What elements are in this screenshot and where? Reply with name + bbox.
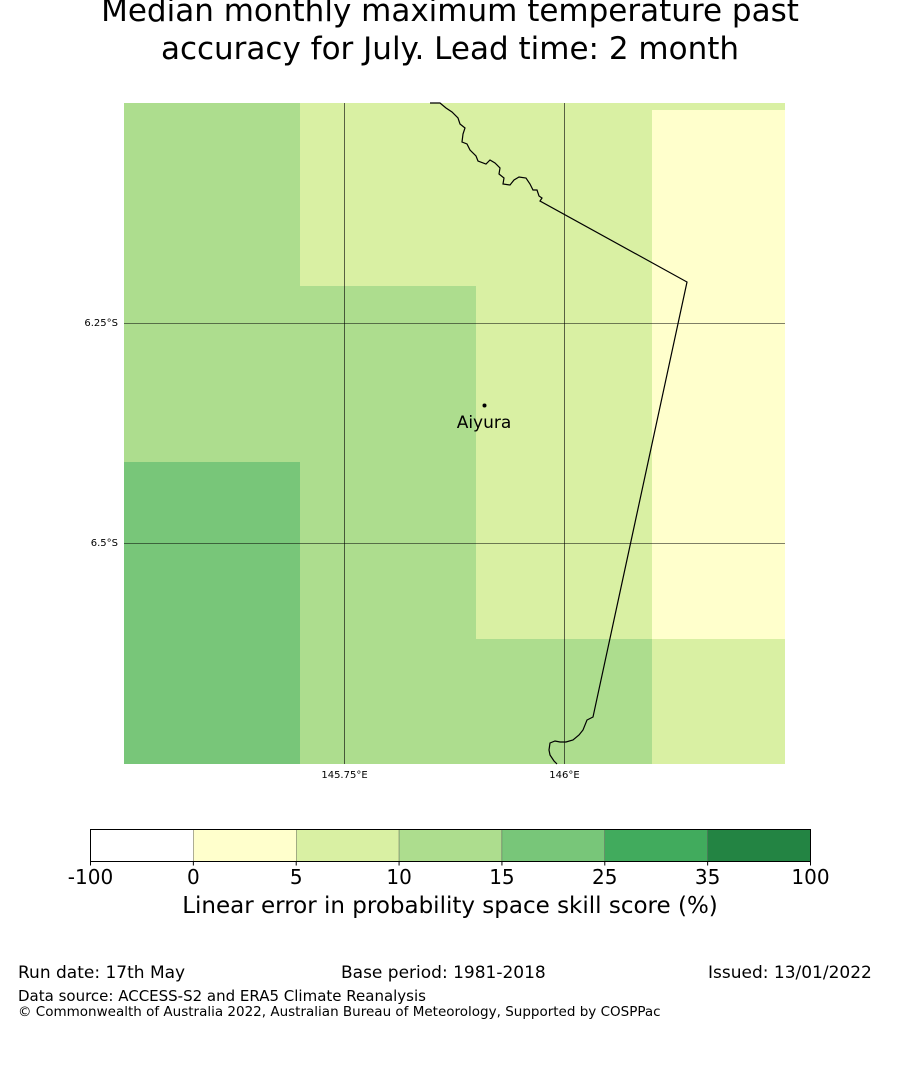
grid-cell (652, 110, 785, 639)
grid-cell (652, 639, 785, 764)
colorbar-segment (296, 829, 400, 862)
copyright: © Commonwealth of Australia 2022, Austra… (18, 1004, 661, 1020)
colorbar: -100 0 5 10 15 25 35 100 (68, 829, 830, 889)
colorbar-frame (90, 829, 811, 862)
run-date: Run date: 17th May (18, 963, 186, 983)
colorbar-segment (501, 829, 605, 862)
colorbar-tick-label: 0 (187, 865, 200, 889)
lon-tick-label: 146°E (549, 770, 579, 781)
data-source: Data source: ACCESS-S2 and ERA5 Climate … (18, 987, 426, 1005)
colorbar-segment (193, 829, 297, 862)
colorbar-segment (604, 829, 708, 862)
title-line-1: Median monthly maximum temperature past (101, 0, 799, 29)
lon-tick-label: 145.75°E (321, 770, 367, 781)
colorbar-tick-label: 10 (386, 865, 411, 889)
issued-date: Issued: 13/01/2022 (708, 963, 872, 983)
colorbar-segment (398, 829, 503, 862)
location-label: Aiyura (457, 413, 512, 433)
colorbar-tick-label: 35 (695, 865, 720, 889)
skill-grid (124, 103, 785, 764)
title-line-2: accuracy for July. Lead time: 2 month (160, 31, 740, 67)
colorbar-segments (90, 829, 811, 862)
colorbar-tick-label: 25 (592, 865, 617, 889)
lat-tick-label: 6.5°S (91, 538, 118, 549)
map-panel: Aiyura 6.25°S 6.5°S 145.75°E 146°E (84, 102, 785, 781)
colorbar-tick-label: 100 (791, 865, 829, 889)
base-period: Base period: 1981-2018 (341, 963, 546, 983)
graticule (124, 103, 785, 764)
country-border-line (430, 102, 688, 765)
colorbar-tick-label: 15 (489, 865, 514, 889)
colorbar-label: Linear error in probability space skill … (182, 893, 718, 919)
map-title: Median monthly maximum temperature past … (0, 0, 900, 68)
colorbar-tick-label: 5 (290, 865, 303, 889)
location-marker (482, 403, 487, 408)
colorbar-segment (707, 829, 811, 862)
lat-tick-label: 6.25°S (84, 318, 118, 329)
colorbar-segment (90, 829, 194, 862)
colorbar-tick-label: -100 (68, 865, 113, 889)
colorbar-ticks: -100 0 5 10 15 25 35 100 (68, 861, 830, 889)
grid-cell (124, 462, 300, 764)
